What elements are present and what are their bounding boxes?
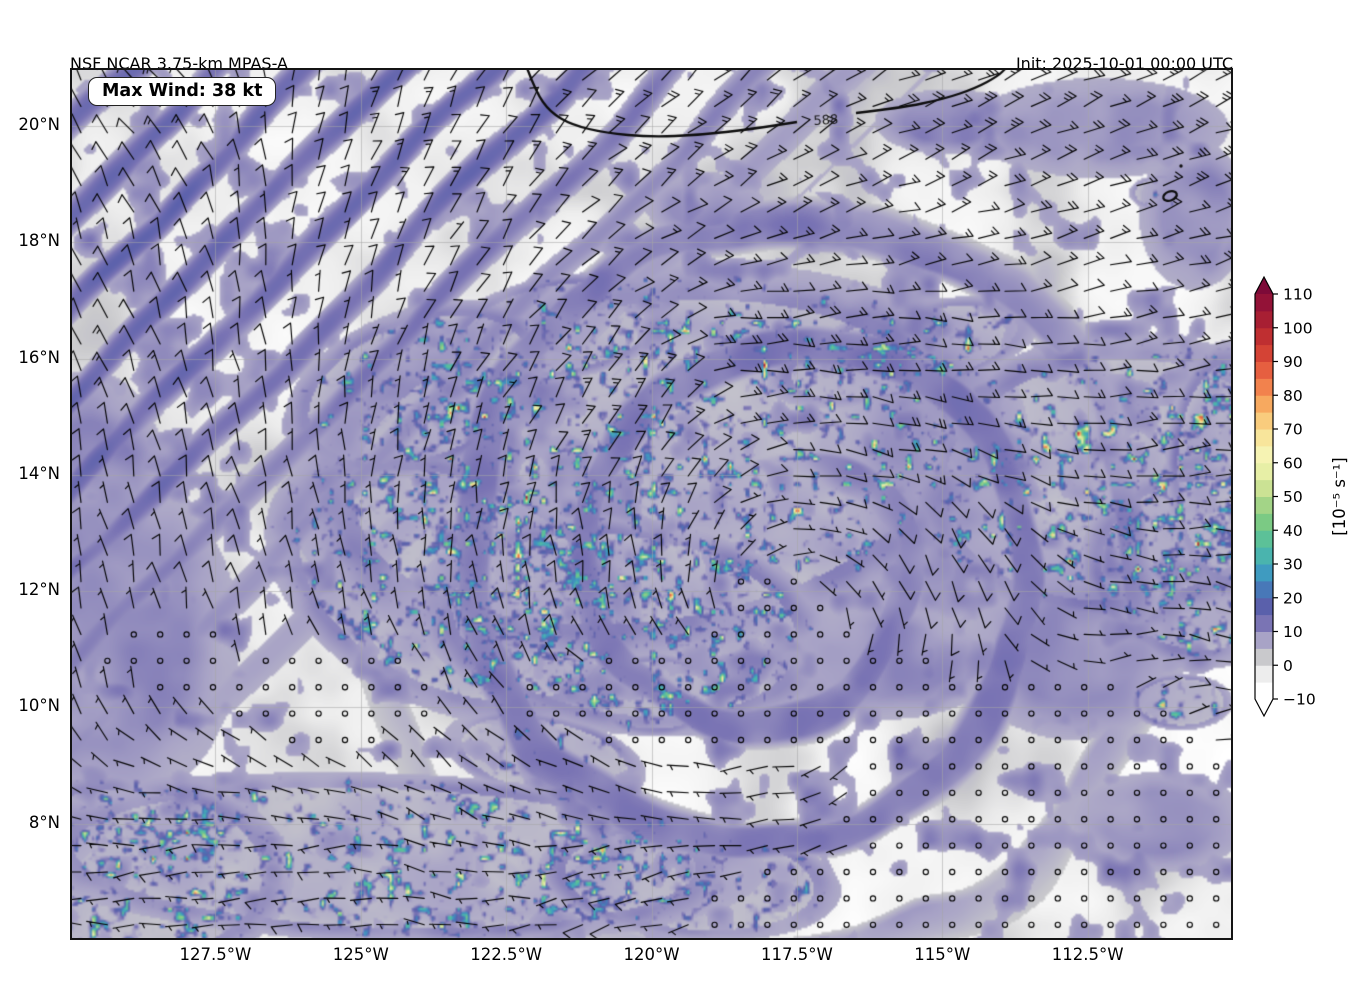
- x-tick-label: 120°W: [623, 945, 680, 964]
- colorbar-tick-label: 80: [1283, 387, 1303, 405]
- colorbar-tick-label: 20: [1283, 589, 1303, 607]
- y-tick-label: 16°N: [18, 347, 60, 367]
- colorbar-tick-label: 30: [1283, 556, 1303, 574]
- y-tick-label: 8°N: [28, 812, 60, 832]
- y-tick-label: 12°N: [18, 580, 60, 600]
- colorbar-tick-label: 60: [1283, 454, 1303, 472]
- y-tick-label: 20°N: [18, 115, 60, 135]
- x-tick-label: 117.5°W: [760, 945, 833, 964]
- colorbar-svg: −10 0 10 20 30 40 50 60 70 80 90 100 110 [10⁻⁵ s⁻¹]: [1254, 275, 1349, 718]
- max-wind-annotation: Max Wind: 38 kt: [88, 77, 277, 106]
- map-canvas: [70, 68, 1233, 940]
- colorbar: −10 0 10 20 30 40 50 60 70 80 90 100 110 [10⁻⁵ s⁻¹]: [1248, 273, 1369, 757]
- colorbar-tick-label: 90: [1283, 353, 1303, 371]
- colorbar-label: [10⁻⁵ s⁻¹]: [1330, 457, 1349, 535]
- x-tick-label: 122.5°W: [470, 945, 543, 964]
- colorbar-tick-label: 100: [1283, 319, 1313, 337]
- x-tick-label: 112.5°W: [1051, 945, 1124, 964]
- colorbar-tick-label: 40: [1283, 522, 1303, 540]
- y-tick-label: 14°N: [18, 463, 60, 483]
- colorbar-tick-label: 50: [1283, 488, 1303, 506]
- colorbar-tick-label: 70: [1283, 421, 1303, 439]
- x-tick-label: 125°W: [332, 945, 389, 964]
- colorbar-tick-label: 10: [1283, 623, 1303, 641]
- colorbar-tick-label: 0: [1283, 657, 1293, 675]
- colorbar-tick-label: −10: [1283, 691, 1316, 709]
- colorbar-tick-label: 110: [1283, 286, 1313, 304]
- x-tick-label: 127.5°W: [179, 945, 252, 964]
- x-tick-label: 115°W: [914, 945, 971, 964]
- y-tick-label: 18°N: [18, 231, 60, 251]
- y-tick-label: 10°N: [18, 696, 60, 716]
